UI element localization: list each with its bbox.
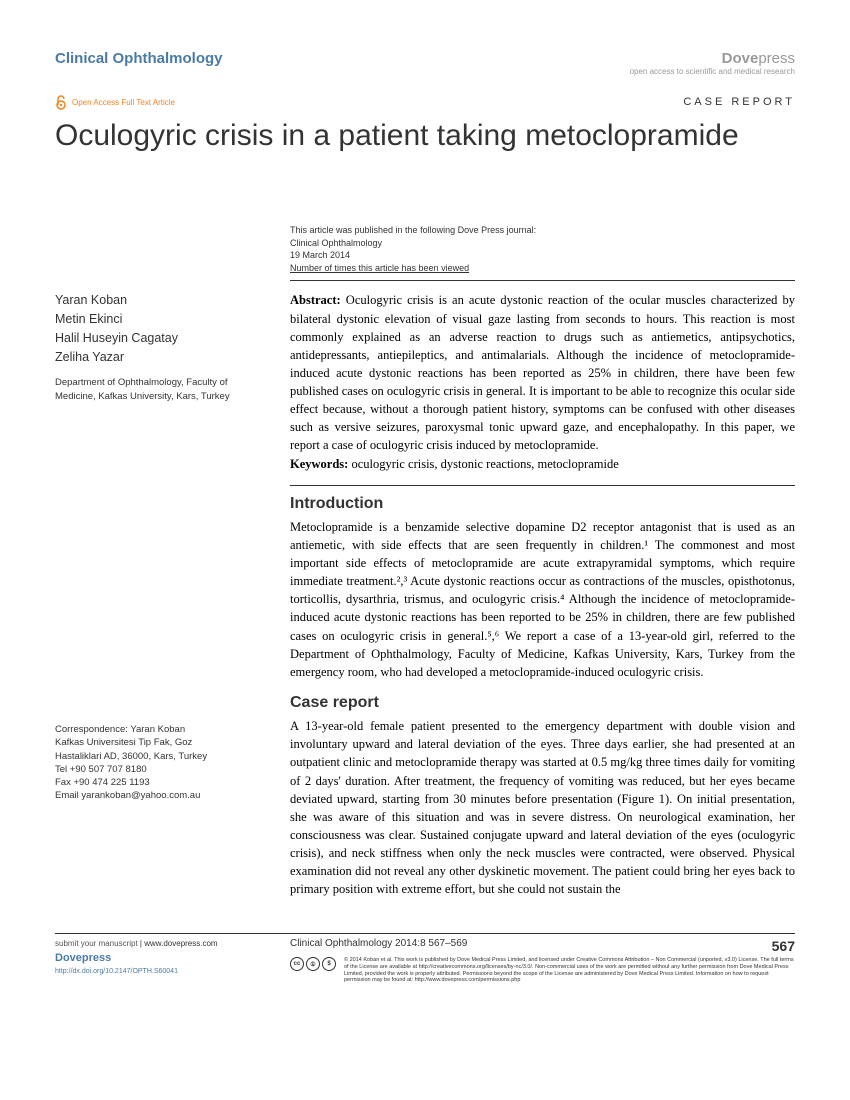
journal-name: Clinical Ophthalmology — [55, 50, 223, 67]
intro-heading: Introduction — [290, 492, 795, 515]
keywords-label: Keywords: — [290, 457, 348, 471]
header-row: Clinical Ophthalmology Dovepress open ac… — [55, 50, 795, 76]
cc-icon: cc — [290, 957, 304, 971]
publisher-tagline: open access to scientific and medical re… — [630, 67, 795, 76]
open-access-badge: Open Access Full Text Article — [55, 94, 175, 110]
author-list: Yaran Koban Metin Ekinci Halil Huseyin C… — [55, 291, 265, 366]
license-text: © 2014 Koban et al. This work is publish… — [344, 957, 795, 983]
publication-info: This article was published in the follow… — [290, 224, 795, 274]
footer-dove: Dovepress — [55, 950, 290, 967]
footer-left: submit your manuscript | www.dovepress.c… — [55, 938, 290, 983]
access-row: Open Access Full Text Article CASE REPOR… — [55, 94, 795, 110]
corr-line: Email yarankoban@yahoo.com.au — [55, 789, 265, 802]
affiliation: Department of Ophthalmology, Faculty of … — [55, 376, 265, 403]
article-title: Oculogyric crisis in a patient taking me… — [55, 118, 795, 154]
nc-icon: $ — [322, 957, 336, 971]
article-type: CASE REPORT — [683, 96, 795, 108]
pub-line-4: Number of times this article has been vi… — [290, 262, 795, 275]
abstract-text: Oculogyric crisis is an acute dystonic r… — [290, 293, 795, 452]
by-icon: ① — [306, 957, 320, 971]
footer: submit your manuscript | www.dovepress.c… — [55, 933, 795, 983]
main-columns: Yaran Koban Metin Ekinci Halil Huseyin C… — [55, 291, 795, 908]
corr-line: Fax +90 474 225 1193 — [55, 776, 265, 789]
footer-top-row: Clinical Ophthalmology 2014:8 567–569 56… — [290, 938, 795, 954]
section-divider — [290, 485, 795, 486]
pub-line-3: 19 March 2014 — [290, 249, 795, 262]
case-text: A 13-year-old female patient presented t… — [290, 717, 795, 898]
open-access-label: Open Access Full Text Article — [72, 98, 175, 107]
submit-url: | www.dovepress.com — [138, 939, 218, 948]
divider — [290, 280, 795, 281]
publisher-block: Dovepress open access to scientific and … — [630, 50, 795, 76]
left-column: Yaran Koban Metin Ekinci Halil Huseyin C… — [55, 291, 265, 908]
corr-line: Tel +90 507 707 8180 — [55, 763, 265, 776]
correspondence: Correspondence: Yaran Koban Kafkas Unive… — [55, 723, 265, 803]
footer-main: Clinical Ophthalmology 2014:8 567–569 56… — [290, 938, 795, 983]
abstract-label: Abstract: — [290, 293, 341, 307]
corr-line: Kafkas Universitesi Tip Fak, Goz — [55, 736, 265, 749]
author: Halil Huseyin Cagatay — [55, 329, 265, 348]
abstract: Abstract: Oculogyric crisis is an acute … — [290, 291, 795, 472]
pub-line-1: This article was published in the follow… — [290, 224, 795, 237]
footer-doi[interactable]: http://dx.doi.org/10.2147/OPTH.S60041 — [55, 967, 290, 978]
spacer — [55, 403, 265, 703]
keywords-text: oculogyric crisis, dystonic reactions, m… — [348, 457, 618, 471]
open-access-icon — [55, 94, 67, 110]
page-number: 567 — [772, 938, 795, 954]
submit-label: submit your manuscript — [55, 939, 138, 948]
corr-label: Correspondence: Yaran Koban — [55, 723, 265, 736]
publisher-logo: Dovepress — [630, 50, 795, 67]
author: Zeliha Yazar — [55, 348, 265, 367]
author: Metin Ekinci — [55, 310, 265, 329]
right-column: Abstract: Oculogyric crisis is an acute … — [290, 291, 795, 908]
case-heading: Case report — [290, 691, 795, 714]
pub-line-2: Clinical Ophthalmology — [290, 237, 795, 250]
corr-line: Hastaliklari AD, 36000, Kars, Turkey — [55, 750, 265, 763]
publisher-bold: Dove — [722, 50, 759, 67]
publisher-light: press — [758, 50, 795, 67]
citation: Clinical Ophthalmology 2014:8 567–569 — [290, 938, 467, 954]
footer-license-row: cc ① $ © 2014 Koban et al. This work is … — [290, 957, 795, 983]
author: Yaran Koban — [55, 291, 265, 310]
intro-text: Metoclopramide is a benzamide selective … — [290, 518, 795, 681]
cc-badge: cc ① $ — [290, 957, 336, 971]
